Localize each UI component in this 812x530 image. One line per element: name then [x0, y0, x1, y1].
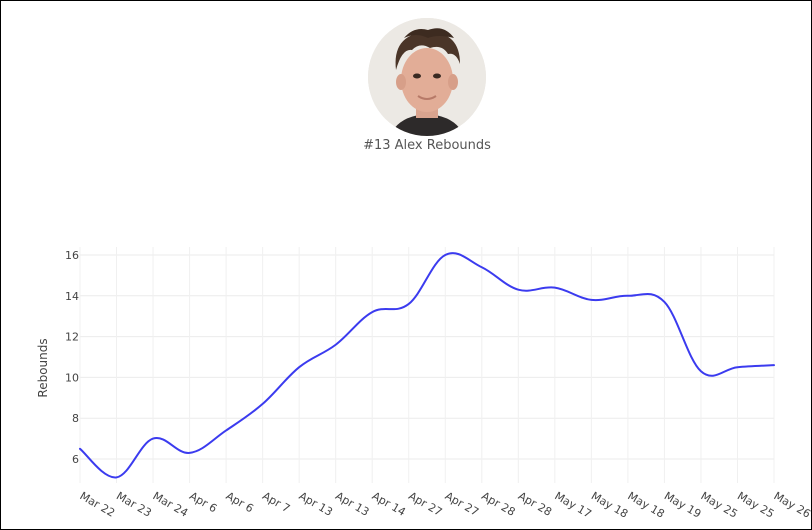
x-tick-label: Apr 27: [406, 489, 444, 519]
y-tick-label: 6: [72, 453, 79, 466]
x-tick-label: May 18: [589, 489, 630, 520]
x-tick-label: May 19: [662, 489, 703, 520]
x-tick-label: Apr 28: [516, 489, 554, 519]
data-point: [150, 436, 156, 442]
data-point: [771, 362, 777, 368]
y-tick-label: 8: [72, 412, 79, 425]
data-point: [515, 287, 521, 293]
data-point: [369, 309, 375, 315]
x-tick-label: Apr 6: [187, 489, 219, 515]
data-point: [588, 297, 594, 303]
y-axis-tick-labels: 6 8 10 12 14 16: [65, 249, 79, 466]
data-point: [260, 401, 266, 407]
chart-grid: [79, 247, 775, 483]
data-point: [734, 364, 740, 370]
x-tick-label: Mar 22: [78, 489, 118, 519]
data-point: [442, 252, 448, 258]
player-name-label: #13 Alex Rebounds: [363, 138, 491, 153]
rebounds-series-line: [79, 252, 775, 479]
player-avatar: [368, 18, 486, 136]
x-tick-label: Apr 6: [224, 489, 256, 515]
x-tick-label: Apr 13: [333, 489, 371, 519]
y-tick-label: 14: [65, 290, 79, 303]
data-point: [552, 285, 558, 291]
x-tick-label: May 25: [698, 489, 739, 520]
y-tick-label: 12: [65, 331, 79, 344]
data-point: [333, 342, 339, 348]
x-tick-label: Apr 7: [260, 489, 292, 515]
player-photo: [368, 18, 486, 136]
y-tick-label: 10: [65, 371, 79, 384]
x-tick-label: Apr 28: [479, 489, 517, 519]
data-point: [625, 293, 631, 299]
x-tick-label: Mar 23: [114, 489, 154, 519]
x-tick-label: Apr 27: [443, 489, 481, 519]
x-tick-label: Mar 24: [151, 489, 191, 519]
x-tick-label: May 26: [772, 489, 812, 520]
data-point: [479, 264, 485, 270]
chart-data-points: [77, 252, 777, 480]
x-tick-label: May 25: [735, 489, 776, 520]
x-tick-label: May 18: [625, 489, 666, 520]
x-tick-label: Apr 13: [297, 489, 335, 519]
data-point: [77, 446, 83, 452]
data-point: [406, 301, 412, 307]
data-point: [296, 364, 302, 370]
x-tick-label: May 17: [552, 489, 593, 520]
y-axis-title: Rebounds: [36, 338, 50, 397]
x-tick-label: Apr 14: [370, 489, 408, 519]
data-point: [223, 427, 229, 433]
data-point: [698, 368, 704, 374]
data-point: [187, 450, 193, 456]
data-point: [114, 474, 120, 480]
y-tick-label: 16: [65, 249, 79, 262]
data-point: [661, 299, 667, 305]
